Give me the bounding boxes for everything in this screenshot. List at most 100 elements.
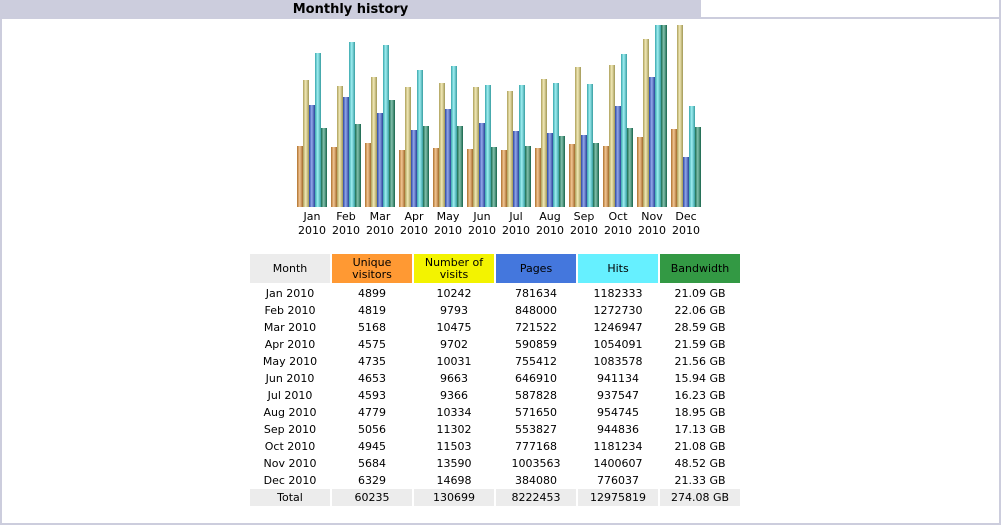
cell-unique-visitors: 5684 [358,457,386,470]
section-title: Monthly history [0,0,701,19]
total-cell-month: Total [250,489,330,506]
cell-bandwidth: 48.52 GB [674,457,726,470]
cell-month: Feb 2010 [264,304,316,317]
cell-bandwidth: 21.56 GB [674,355,726,368]
cell-hits: 944836 [597,423,639,436]
bar-bandwidth-6 [491,147,497,207]
bar-unique-4 [399,150,405,207]
cell-pages: 755412 [515,355,557,368]
cell-month: Dec 2010 [263,474,317,487]
cell-number-of-visits: 9702 [440,338,468,351]
cell-number-of-visits: 9663 [440,372,468,385]
cell-hits: 1083578 [593,355,643,368]
cell-bandwidth: 28.59 GB [674,321,726,334]
cell-pages: 553827 [515,423,557,436]
cell-bandwidth: 22.06 GB [674,304,726,317]
total-cell-number-of-visits: 130699 [414,489,494,506]
bar-pages-8 [547,133,553,207]
bar-visits-7 [507,91,513,207]
table-row: Aug 2010 4779 10334 571650 954745 18.95 GB [250,404,740,421]
cell-number-of-visits: 10031 [436,355,472,368]
cell-number-of-visits: 10242 [436,287,472,300]
x-tick-year: 2010 [570,224,598,237]
table-row: Nov 2010 5684 13590 1003563 1400607 48.52 GB [250,455,740,472]
cell-pages: 587828 [515,389,557,402]
cell-pages: 781634 [515,287,557,300]
bar-hits-2 [349,42,355,207]
x-tick-label: Nov 2010 [632,210,672,238]
table-header-row: Month Unique visitors Number of visits P… [250,254,740,285]
cell-unique-visitors: 4899 [358,287,386,300]
header-number-of-visits: Number of visits [414,254,494,285]
x-tick-year: 2010 [536,224,564,237]
bar-visits-12 [677,25,683,207]
bar-visits-8 [541,79,547,207]
cell-bandwidth: 15.94 GB [674,372,726,385]
bar-unique-11 [637,137,643,207]
bar-unique-12 [671,129,677,207]
bar-hits-7 [519,85,525,207]
bar-unique-1 [297,146,303,207]
cell-pages: 384080 [515,474,557,487]
bar-pages-6 [479,123,485,207]
table-row: May 2010 4735 10031 755412 1083578 21.56 GB [250,353,740,370]
bar-hits-11 [655,25,661,207]
bar-hits-5 [451,66,457,207]
cell-month: May 2010 [262,355,318,368]
x-tick-label: Oct 2010 [598,210,638,238]
x-tick-label: Aug 2010 [530,210,570,238]
cell-unique-visitors: 4575 [358,338,386,351]
cell-unique-visitors: 4735 [358,355,386,368]
table-row: Mar 2010 5168 10475 721522 1246947 28.59 GB [250,319,740,336]
cell-number-of-visits: 9793 [440,304,468,317]
x-tick-month: Nov [641,210,663,223]
bar-bandwidth-3 [389,100,395,207]
header-bandwidth: Bandwidth [660,254,740,285]
x-tick-label: Mar 2010 [360,210,400,238]
bar-hits-1 [315,53,321,207]
bar-bandwidth-11 [661,25,667,207]
bar-bandwidth-10 [627,128,633,207]
bar-bandwidth-4 [423,126,429,207]
cell-pages: 590859 [515,338,557,351]
cell-number-of-visits: 11302 [436,423,472,436]
bar-visits-6 [473,87,479,207]
bar-pages-12 [683,157,689,207]
x-tick-month: Dec [675,210,697,223]
bar-hits-3 [383,45,389,207]
cell-unique-visitors: 4653 [358,372,386,385]
x-tick-label: Jul 2010 [496,210,536,238]
cell-unique-visitors: 4819 [358,304,386,317]
x-tick-label: May 2010 [428,210,468,238]
cell-unique-visitors: 4779 [358,406,386,419]
cell-month: Aug 2010 [263,406,317,419]
bar-visits-9 [575,67,581,207]
bar-bandwidth-5 [457,126,463,207]
cell-number-of-visits: 10475 [436,321,472,334]
cell-unique-visitors: 6329 [358,474,386,487]
cell-hits: 1400607 [593,457,643,470]
bar-unique-6 [467,149,473,207]
cell-number-of-visits: 9366 [440,389,468,402]
chart-bars [297,25,701,207]
x-tick-month: Jul [509,210,523,223]
cell-pages: 848000 [515,304,557,317]
cell-hits: 1272730 [593,304,643,317]
bar-pages-5 [445,109,451,207]
cell-bandwidth: 21.59 GB [674,338,726,351]
bar-pages-11 [649,77,655,207]
bar-visits-3 [371,77,377,207]
bar-visits-2 [337,86,343,207]
cell-month: Nov 2010 [263,457,317,470]
table-row: Jun 2010 4653 9663 646910 941134 15.94 GB [250,370,740,387]
x-tick-year: 2010 [672,224,700,237]
bar-pages-1 [309,105,315,207]
bar-hits-12 [689,106,695,207]
header-unique-visitors-label: Unique visitors [352,255,392,281]
cell-month: Oct 2010 [264,440,316,453]
cell-hits: 1246947 [593,321,643,334]
x-tick-month: Oct [608,210,628,223]
bar-visits-1 [303,80,309,207]
cell-pages: 721522 [515,321,557,334]
